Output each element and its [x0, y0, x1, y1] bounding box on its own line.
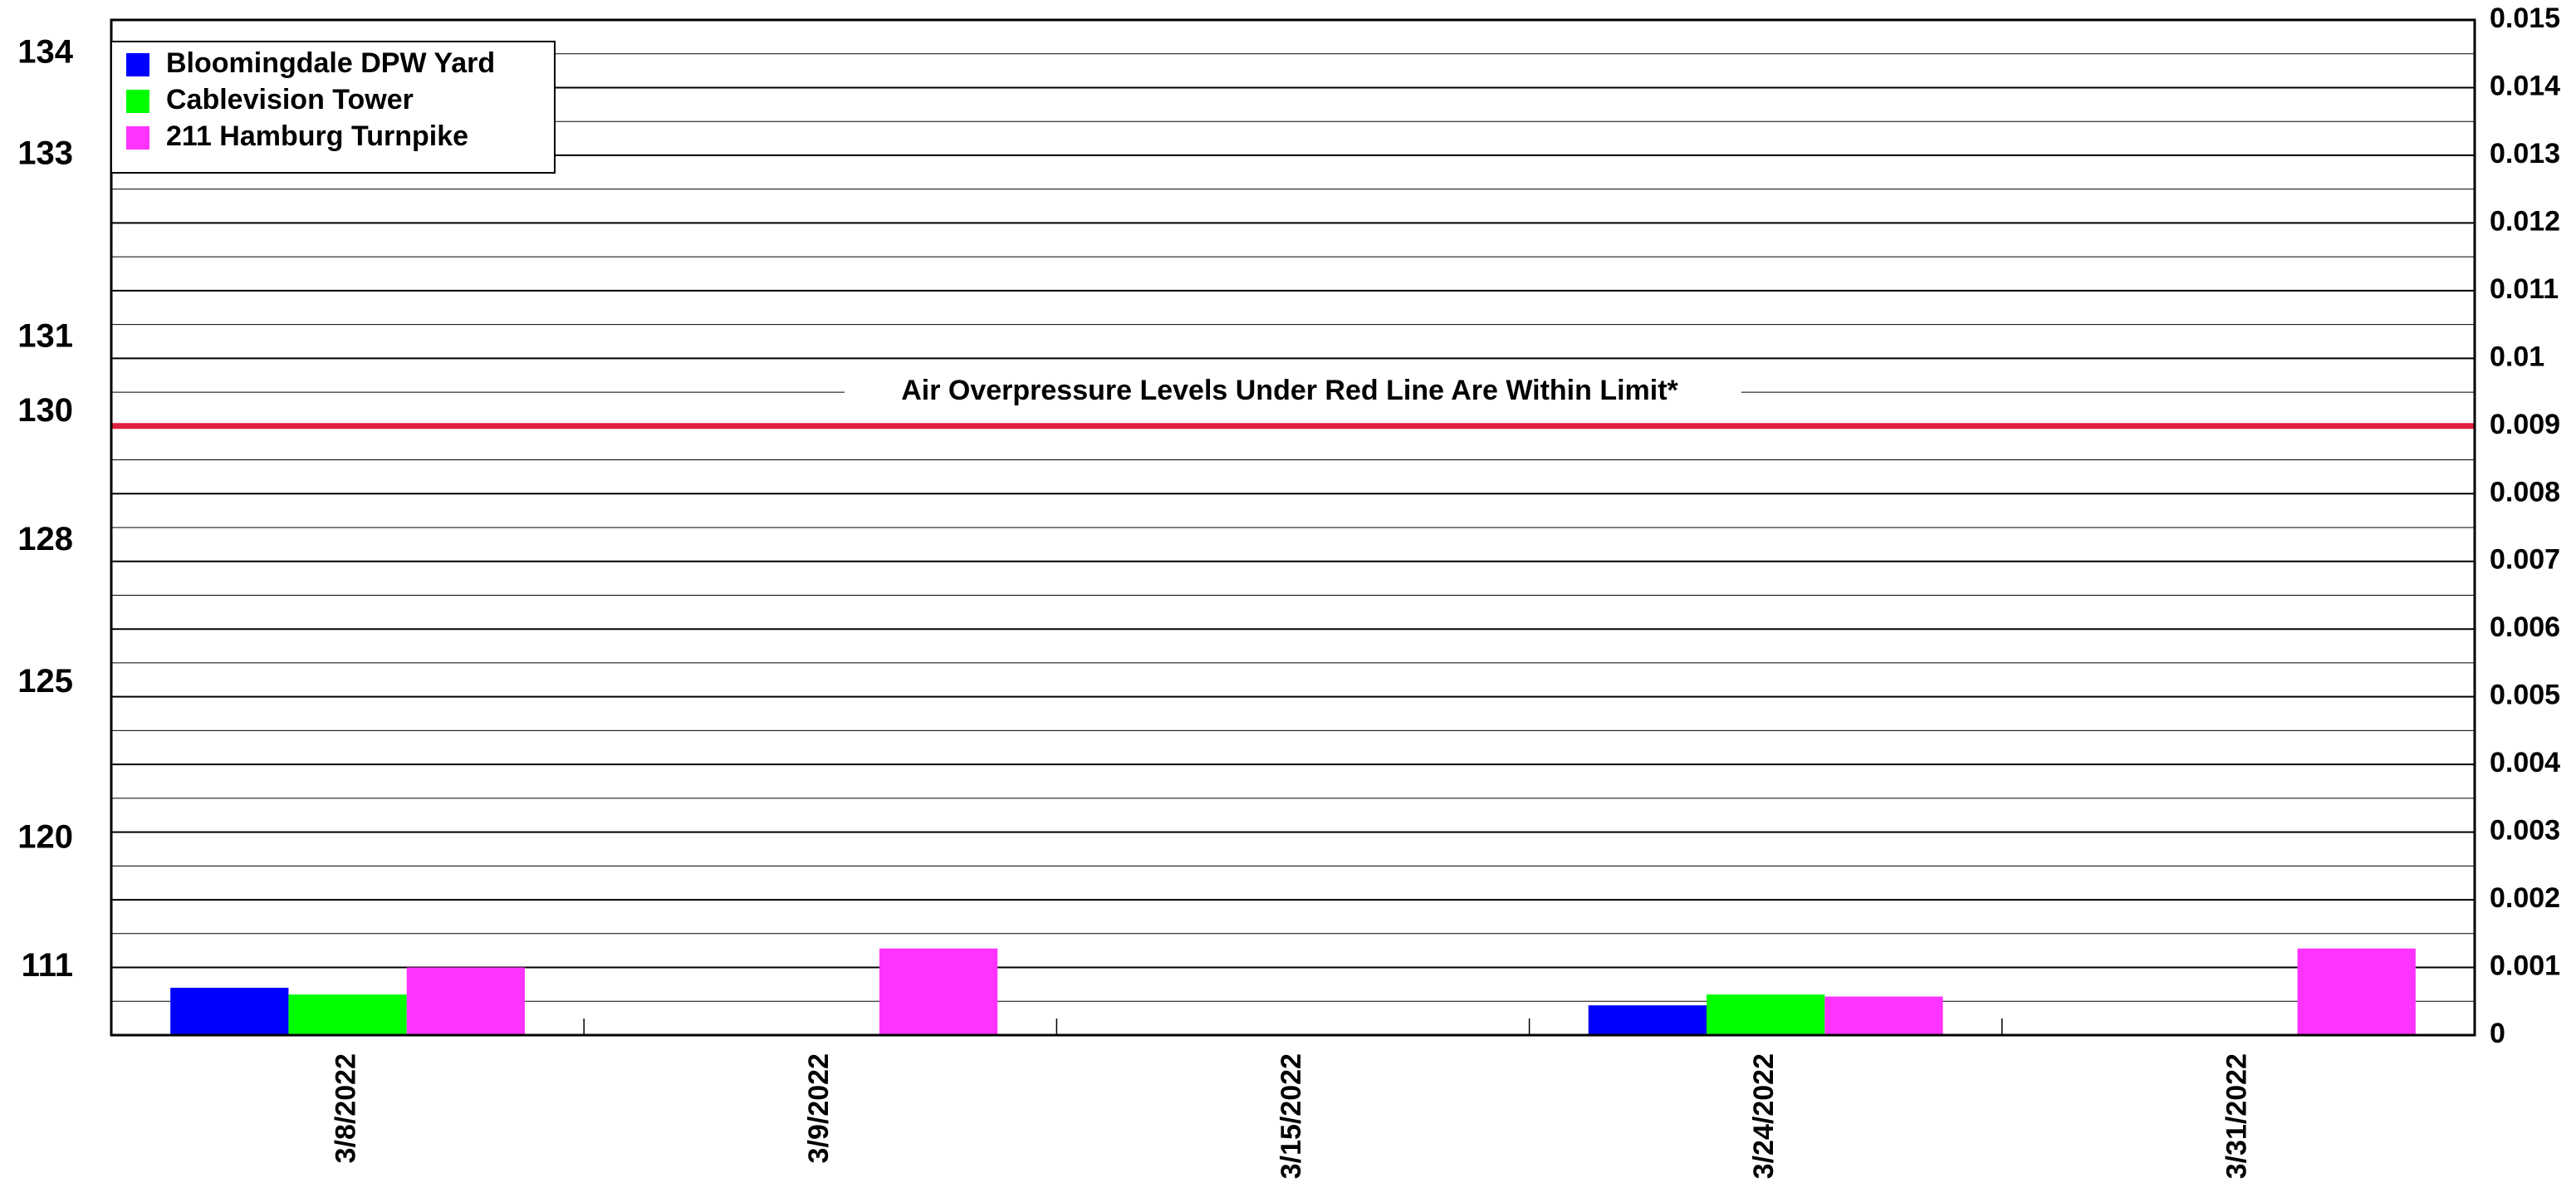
- y-tick-label: 120: [17, 818, 73, 855]
- y2-tick-label: 0.015: [2490, 2, 2560, 34]
- x-tick-label: 3/24/2022: [1748, 1053, 1780, 1179]
- bar: [170, 987, 289, 1035]
- y2-tick-label: 0.005: [2490, 680, 2560, 711]
- legend-label: 211 Hamburg Turnpike: [166, 120, 468, 152]
- y2-tick-label: 0.002: [2490, 882, 2560, 914]
- legend-swatch: [126, 90, 149, 113]
- y-tick-label: 131: [17, 317, 73, 354]
- y2-tick-label: 0.008: [2490, 476, 2560, 508]
- x-tick-label: 3/15/2022: [1276, 1053, 1307, 1179]
- legend-swatch: [126, 53, 149, 76]
- y2-tick-label: 0.006: [2490, 611, 2560, 643]
- bar: [1588, 1005, 1707, 1035]
- bar: [2297, 948, 2416, 1035]
- plot-frame: [110, 18, 2476, 1037]
- bar: [288, 994, 407, 1035]
- y2-tick-label: 0.004: [2490, 747, 2560, 778]
- x-tick-label: 3/31/2022: [2221, 1053, 2252, 1179]
- y-tick-label: 128: [17, 521, 73, 557]
- y2-tick-label: 0.003: [2490, 815, 2560, 847]
- legend-label: Bloomingdale DPW Yard: [166, 47, 495, 79]
- y2-tick-label: 0.001: [2490, 950, 2560, 982]
- limit-annotation: Air Overpressure Levels Under Red Line A…: [901, 375, 1678, 406]
- annotation-bg: [845, 374, 1741, 411]
- bar: [1824, 996, 1943, 1035]
- y2-tick-label: 0.011: [2490, 273, 2559, 305]
- y-tick-label: 111: [22, 947, 73, 984]
- bar: [406, 967, 526, 1035]
- y2-tick-label: 0.014: [2490, 70, 2560, 101]
- y-tick-label: 133: [17, 135, 73, 171]
- y-tick-label: 125: [17, 663, 73, 699]
- y-tick-label: 134: [17, 33, 73, 70]
- y2-tick-label: 0.007: [2490, 544, 2560, 576]
- legend-label: Cablevision Tower: [166, 84, 414, 115]
- legend-swatch: [126, 126, 149, 150]
- y2-tick-label: 0.009: [2490, 409, 2560, 440]
- legend-box: [110, 41, 556, 174]
- y2-tick-label: 0: [2490, 1018, 2505, 1049]
- bar: [879, 948, 998, 1035]
- legend: Bloomingdale DPW Yard Cablevision Tower 21…: [110, 41, 556, 174]
- y-tick-label: 130: [17, 392, 73, 429]
- bar: [1707, 994, 1825, 1035]
- y2-tick-label: 0.013: [2490, 138, 2560, 169]
- x-tick-label: 3/8/2022: [331, 1053, 362, 1163]
- y2-tick-label: 0.012: [2490, 205, 2560, 237]
- y2-tick-label: 0.01: [2490, 341, 2544, 372]
- x-tick-label: 3/9/2022: [803, 1053, 835, 1163]
